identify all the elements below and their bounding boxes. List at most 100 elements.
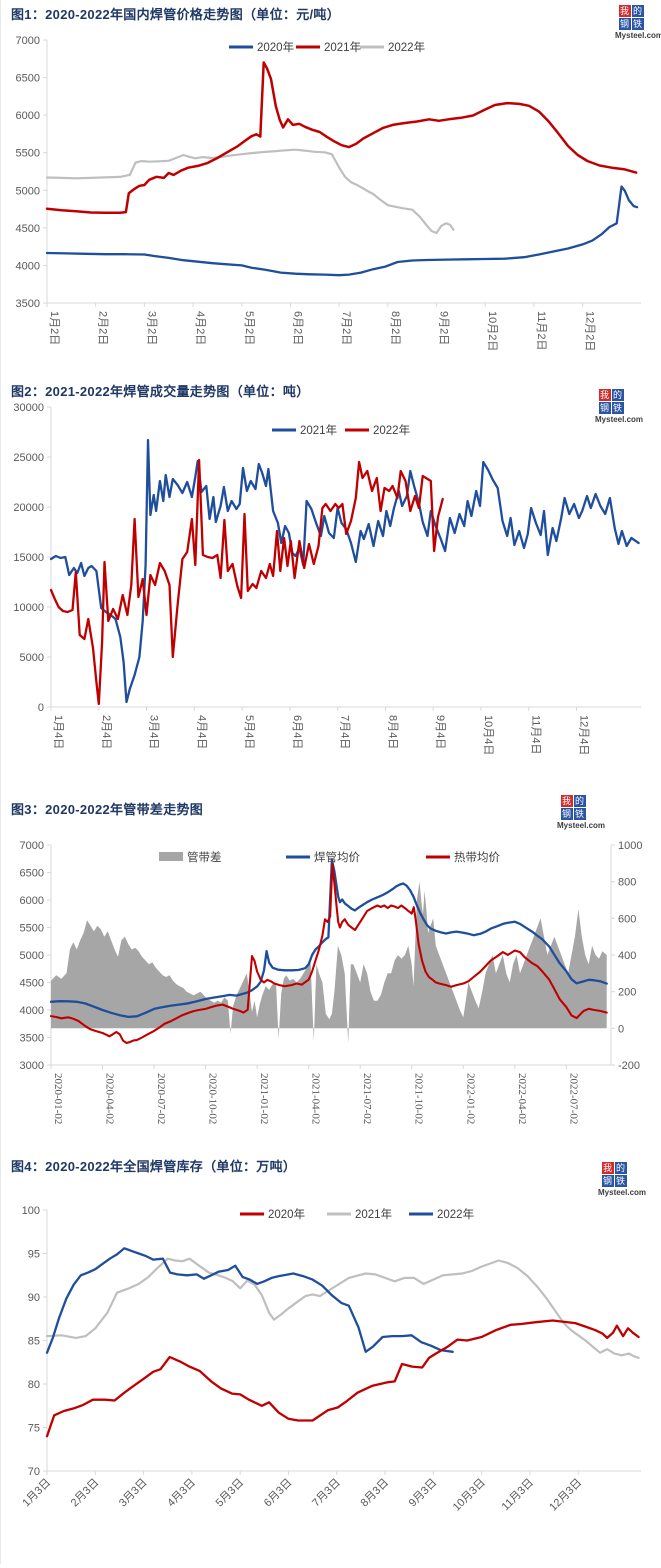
x-tick-label: 10月2日 (486, 311, 498, 351)
chart1-canvas: 3500 4000 4500 5000 5500 6000 6500 7000 1月2日 2月2日… (16, 35, 641, 351)
legend-label: 2020年 (257, 40, 294, 54)
mysteel-logo: 我的钢铁 Mysteel.com (598, 1162, 646, 1197)
y-tick-label: 4500 (20, 978, 44, 990)
x-tick-label: 2月3日 (69, 1477, 102, 1510)
x-tick-label: 9月4日 (434, 715, 446, 749)
y-tick-label: 6000 (16, 110, 40, 122)
x-tick-label: 2021-04-02 (310, 1073, 322, 1124)
y-tick-label: 3000 (20, 1060, 44, 1072)
legend-label: 管带差 (187, 850, 222, 864)
axes (43, 1209, 641, 1475)
series-line-2022 (49, 458, 444, 706)
y-tick-label: 5000 (20, 652, 44, 664)
logo-block: 的 (573, 795, 586, 807)
legend-label: 2022年 (373, 423, 410, 437)
y-tick-label: 75 (28, 1423, 40, 1435)
x-tick-label: 8月2日 (389, 311, 401, 345)
y-tick-label: 90 (28, 1292, 40, 1304)
x-tick-label: 2020-01-02 (52, 1073, 64, 1124)
x-tick-label: 1月3日 (20, 1477, 53, 1510)
x-tick-label: 2021-07-02 (361, 1073, 373, 1124)
x-tick-label: 2月2日 (97, 311, 109, 345)
x-tick-label: 9月3日 (407, 1477, 440, 1510)
chart3-canvas: 300035004000450050005500600065007000-200… (20, 840, 643, 1124)
logo-caption: Mysteel.com (557, 821, 606, 830)
mysteel-logo: 我的钢铁 Mysteel.com (557, 795, 606, 830)
y-tick-label: 5500 (16, 148, 40, 160)
mysteel-logo: 我的钢铁 Mysteel.com (595, 389, 643, 424)
x-tick-label: 3月3日 (117, 1477, 150, 1510)
logo-caption: Mysteel.com (615, 31, 661, 40)
chart1-header: 图1：2020-2022年国内焊管价格走势图（单位：元/吨） 我的钢铁 Myste… (1, 0, 661, 40)
legend-label: 2021年 (324, 40, 361, 54)
chart4-title: 图4：2020-2022年全国焊管库存（单位：万吨） (11, 1159, 297, 1174)
x-tick-label: 3月4日 (148, 715, 160, 749)
logo-block: 的 (631, 5, 644, 17)
y-tick-label: 20000 (13, 502, 44, 514)
y-tick-label: 0 (38, 702, 44, 714)
x-tick-label: 7月2日 (340, 311, 352, 345)
logo-block: 我 (598, 389, 611, 401)
series-line-strip (49, 863, 608, 1045)
y-tick-label: 3500 (16, 298, 40, 310)
legend-label: 2021年 (355, 1207, 392, 1221)
y-tick-label: 100 (22, 1205, 40, 1217)
x-tick-label: 8月3日 (358, 1477, 391, 1510)
x-tick-label: 10月4日 (482, 715, 494, 755)
x-tick-label: 2022-07-02 (567, 1073, 579, 1124)
series-line-2021 (49, 438, 640, 704)
y-tick-label: 5500 (20, 923, 44, 935)
x-tick-label: 8月4日 (386, 715, 398, 749)
logo-block: 铁 (614, 1175, 627, 1187)
y-tick-label: 5000 (20, 950, 44, 962)
chart3-header: 图3：2020-2022年管带差走势图 我的钢铁 Mysteel.com (1, 795, 661, 830)
legend-swatch-管带差 (159, 852, 183, 861)
x-tick-label: 5月2日 (243, 311, 255, 345)
logo-block: 钢 (560, 808, 573, 820)
x-tick-label: 12月2日 (584, 311, 596, 351)
x-tick-label: 10月3日 (451, 1477, 488, 1514)
x-tick-label: 4月4日 (195, 715, 207, 749)
x-tick-label: 4月3日 (165, 1477, 198, 1510)
y-right-tick-label: 400 (618, 950, 636, 962)
logo-block: 铁 (573, 808, 586, 820)
chart2-canvas: 0 5000 10000 15000 20000 25000 30000 1月4日 2月4日 3月… (13, 402, 641, 755)
series-line-2021 (45, 61, 638, 215)
series-line-pipe (49, 858, 608, 1019)
y-right-tick-label: 200 (618, 987, 636, 999)
y-right-tick-label: 1000 (618, 840, 642, 852)
x-tick-label: 2021-10-02 (413, 1073, 425, 1124)
x-tick-label: 5月4日 (243, 715, 255, 749)
x-tick-label: 2020-04-02 (104, 1073, 116, 1124)
legend-label: 焊管均价 (314, 850, 360, 864)
chart2-header: 图2：2021-2022年焊管成交量走势图（单位：吨） 我的钢铁 Mysteel.… (1, 377, 661, 424)
legend-label: 2022年 (388, 40, 425, 54)
y-tick-label: 5000 (16, 185, 40, 197)
x-tick-label: 7月3日 (310, 1477, 343, 1510)
y-tick-label: 30000 (13, 402, 44, 414)
logo-block: 的 (611, 389, 624, 401)
x-tick-label: 11月3日 (500, 1477, 536, 1513)
y-tick-label: 15000 (13, 552, 44, 564)
x-tick-label: 1月2日 (48, 311, 60, 345)
y-tick-label: 6500 (20, 868, 44, 880)
series-line-2022 (45, 148, 455, 235)
x-tick-label: 1月4日 (52, 715, 64, 749)
x-tick-label: 9月2日 (438, 311, 450, 345)
x-tick-label: 12月3日 (547, 1477, 584, 1514)
legend-label: 热带均价 (454, 851, 500, 864)
y-right-tick-label: 0 (618, 1023, 624, 1035)
legend-label: 2021年 (300, 423, 337, 437)
chart4-section: 图4：2020-2022年全国焊管库存（单位：万吨） 我的钢铁 Mysteel.c… (1, 1152, 661, 1564)
logo-block: 铁 (611, 402, 624, 414)
y-right-tick-label: 800 (618, 877, 636, 889)
logo-block: 钢 (601, 1175, 614, 1187)
chart4-header: 图4：2020-2022年全国焊管库存（单位：万吨） 我的钢铁 Mysteel.c… (1, 1152, 661, 1197)
x-tick-label: 2020-10-02 (207, 1073, 219, 1124)
x-tick-label: 6月3日 (262, 1477, 295, 1510)
x-tick-label: 11月4日 (530, 715, 542, 755)
y-tick-label: 4000 (20, 1005, 44, 1017)
logo-block: 我 (560, 795, 573, 807)
x-tick-label: 2022-04-02 (516, 1073, 528, 1124)
